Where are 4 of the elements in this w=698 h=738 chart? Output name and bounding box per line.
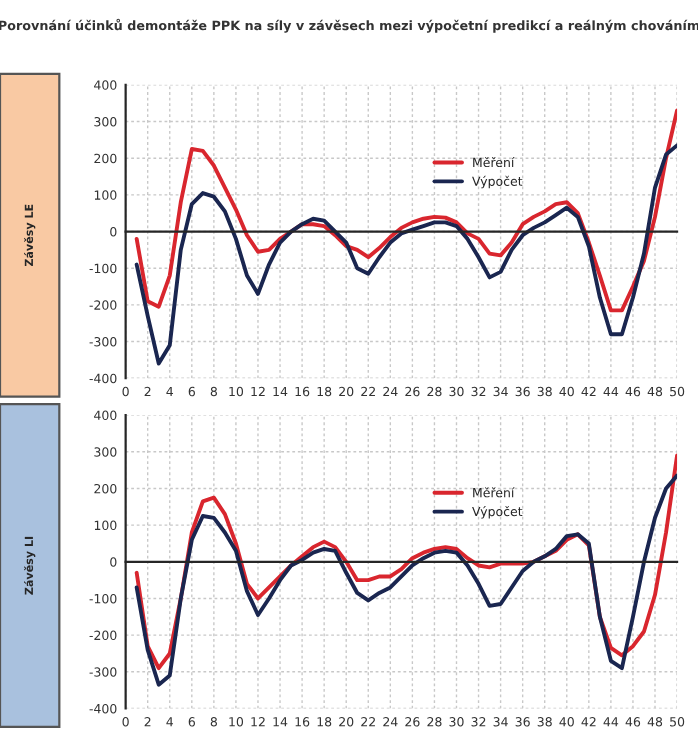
line-series (134, 473, 678, 687)
line-series (134, 453, 678, 671)
line-series (134, 143, 678, 366)
line-series (134, 108, 678, 313)
